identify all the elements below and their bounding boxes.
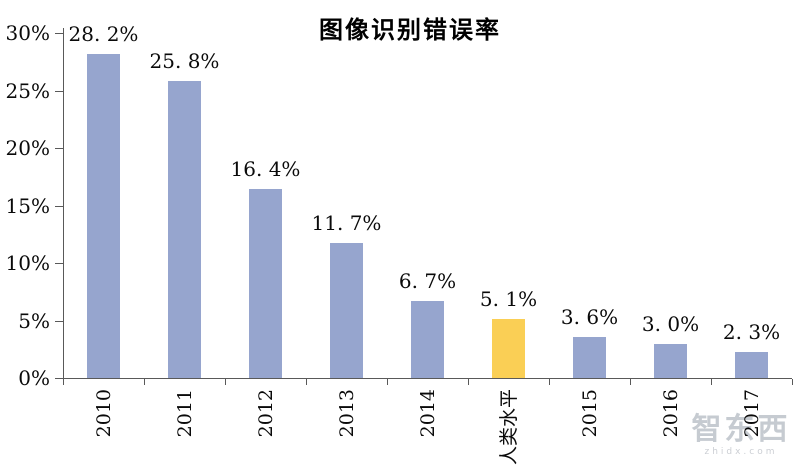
watermark-logo-text: 智东西 (691, 412, 791, 447)
x-axis-tick (468, 379, 469, 385)
x-axis-tick (63, 379, 64, 385)
y-axis-tick (55, 205, 63, 207)
x-axis-label-2016: 2016 (659, 389, 682, 438)
value-label-2011: 25. 8% (149, 49, 220, 74)
x-axis-label-2011: 2011 (173, 389, 196, 438)
bar-2012 (249, 189, 282, 378)
y-axis-tick-label: 5% (18, 308, 50, 333)
y-axis-tick-label: 30% (5, 21, 50, 45)
x-axis-line (63, 378, 792, 379)
y-axis-tick (55, 90, 63, 92)
watermark-domain-text: zhidx.com (704, 447, 778, 457)
bar-2016 (654, 343, 687, 378)
y-axis-tick-label: 20% (5, 136, 50, 160)
y-axis-tick (55, 378, 63, 379)
x-axis-tick (630, 379, 631, 385)
bar-2013 (330, 243, 363, 378)
x-axis-label-人类水平: 人类水平 (497, 389, 520, 466)
y-axis-tick-label: 0% (18, 366, 50, 390)
x-axis-label-2015: 2015 (578, 389, 601, 438)
value-label-2013: 11. 7% (311, 211, 382, 236)
x-axis-tick (792, 379, 793, 385)
bar-2011 (168, 81, 201, 378)
x-axis-label-2012: 2012 (254, 389, 277, 438)
y-axis-tick (55, 263, 63, 264)
chart-title: 图像识别错误率 (319, 15, 501, 44)
y-axis-tick (55, 320, 63, 322)
y-axis-tick-label: 15% (5, 193, 50, 218)
bar-人类水平 (492, 319, 525, 378)
value-label-2010: 28. 2% (68, 21, 139, 46)
value-label-人类水平: 5. 1% (479, 287, 538, 312)
value-label-2016: 3. 0% (641, 311, 700, 336)
bar-2014 (411, 300, 444, 378)
x-axis-label-2010: 2010 (92, 389, 115, 438)
value-label-2017: 2. 3% (722, 319, 781, 344)
y-axis-tick (55, 33, 63, 34)
bar-2015 (573, 336, 606, 378)
bar-2017 (735, 351, 768, 378)
y-axis-tick-label: 25% (5, 78, 50, 103)
value-label-2012: 16. 4% (230, 157, 301, 182)
x-axis-label-2017: 2017 (740, 389, 763, 438)
x-axis-tick (387, 379, 388, 385)
watermark: 智东西 zhidx.com (686, 412, 796, 458)
y-axis-tick (55, 148, 63, 149)
x-axis-label-2014: 2014 (416, 389, 439, 438)
x-axis-tick (306, 379, 307, 385)
x-axis-tick (549, 379, 550, 385)
x-axis-tick (144, 379, 145, 385)
x-axis-tick (711, 379, 712, 385)
x-axis-label-2013: 2013 (335, 389, 358, 438)
bar-2010 (87, 53, 120, 378)
x-axis-tick (225, 379, 226, 385)
y-axis-line (63, 28, 64, 378)
value-label-2015: 3. 6% (560, 304, 619, 329)
y-axis-tick-label: 10% (5, 251, 50, 275)
value-label-2014: 6. 7% (398, 268, 457, 293)
